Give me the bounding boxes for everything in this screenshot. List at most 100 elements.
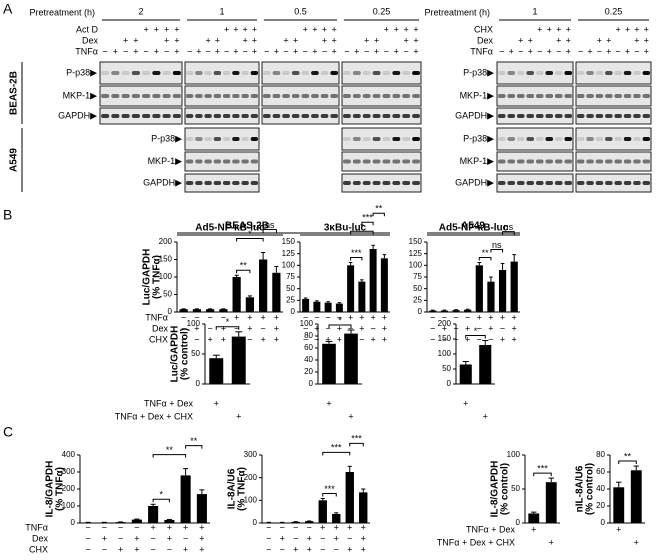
band: [576, 71, 585, 75]
band: [402, 71, 411, 75]
significance-label: **: [166, 445, 174, 455]
label: +: [566, 46, 571, 56]
band: [392, 114, 401, 118]
band: [576, 181, 585, 185]
band: [623, 114, 632, 118]
label: Dex: [477, 35, 494, 45]
y-axis-label: IL-8A/U6: [227, 468, 238, 509]
bar: [487, 281, 495, 312]
significance-label: ns: [265, 220, 275, 230]
label: −: [364, 46, 369, 56]
y-axis-label: IL-8/GAPDH: [490, 461, 501, 518]
significance-label: ***: [537, 463, 548, 473]
band: [204, 94, 212, 98]
band: [272, 114, 281, 118]
band: [342, 181, 351, 185]
band: [172, 94, 181, 98]
band: [633, 137, 641, 141]
blot: [184, 85, 260, 107]
label: −: [303, 323, 308, 333]
band: [320, 71, 329, 75]
band: [605, 71, 613, 75]
band: [382, 94, 391, 98]
band: [282, 114, 290, 118]
band: [342, 94, 351, 98]
band: [352, 114, 361, 118]
band: [204, 181, 212, 185]
significance-bracket: [185, 445, 203, 449]
band: [392, 94, 401, 98]
band: [352, 137, 361, 141]
y-axis-label: Luc/GAPDH: [142, 249, 153, 306]
band: [111, 114, 120, 118]
label: −: [430, 323, 435, 333]
label: TNFα: [145, 312, 168, 322]
label: +: [293, 46, 298, 56]
label: −: [384, 46, 389, 56]
label: +: [359, 312, 364, 322]
y-tick-label: 60: [596, 467, 605, 476]
label: −: [280, 544, 285, 554]
band: [241, 114, 249, 118]
y-axis-label: (% control): [585, 463, 596, 515]
significance-bracket: [361, 221, 374, 226]
band: [623, 71, 632, 75]
band: [526, 71, 535, 75]
y-axis-label: (% TNFα): [55, 467, 66, 511]
blot: [341, 61, 422, 85]
band: [121, 71, 130, 75]
band: [232, 114, 240, 118]
y-tick-label: 300: [62, 467, 76, 476]
label: +: [303, 24, 308, 34]
label: −: [224, 46, 229, 56]
bar: [613, 487, 625, 523]
blot: [184, 151, 260, 172]
y-tick-label: 400: [62, 450, 76, 459]
band: [372, 94, 381, 98]
significance-label: ***: [351, 248, 362, 258]
label: 0.25: [373, 6, 391, 16]
bar: [429, 310, 437, 312]
band: [402, 181, 411, 185]
bar: [324, 302, 332, 312]
band: [185, 137, 194, 141]
label: +: [260, 334, 265, 344]
band: [262, 94, 271, 98]
y-tick-label: 20: [304, 367, 313, 376]
blot: [99, 107, 183, 125]
band: [250, 94, 259, 98]
band: [311, 94, 319, 98]
band: [545, 94, 554, 98]
band: [614, 181, 622, 185]
y-tick-label: 300: [244, 450, 258, 459]
bar: [245, 297, 254, 312]
label: −: [194, 334, 199, 344]
label: +: [348, 411, 353, 421]
band: [535, 114, 544, 118]
y-tick-label: 0: [601, 518, 606, 527]
significance-bracket: [618, 460, 637, 465]
significance-bracket: [236, 238, 264, 242]
band: [352, 159, 361, 164]
label: −: [303, 312, 308, 322]
label: 0.5: [294, 6, 307, 16]
label: +: [150, 522, 155, 532]
band: [142, 94, 151, 98]
label: Dex: [32, 533, 49, 543]
label: −: [207, 323, 212, 333]
band: [554, 114, 563, 118]
label: CHX: [29, 544, 48, 554]
label: −: [264, 46, 269, 56]
band: [301, 94, 310, 98]
y-tick-label: 100: [187, 319, 201, 328]
y-tick-label: 40: [304, 355, 313, 364]
blot: [341, 107, 422, 125]
y-tick-label: 150: [409, 237, 423, 246]
bar: [459, 364, 472, 384]
label: +: [113, 46, 118, 56]
chart-title: Ad5-NF-κB-luc: [195, 223, 265, 234]
label: −: [430, 334, 435, 344]
band: [605, 94, 613, 98]
band: [372, 181, 381, 185]
significance-bracket: [322, 493, 337, 497]
